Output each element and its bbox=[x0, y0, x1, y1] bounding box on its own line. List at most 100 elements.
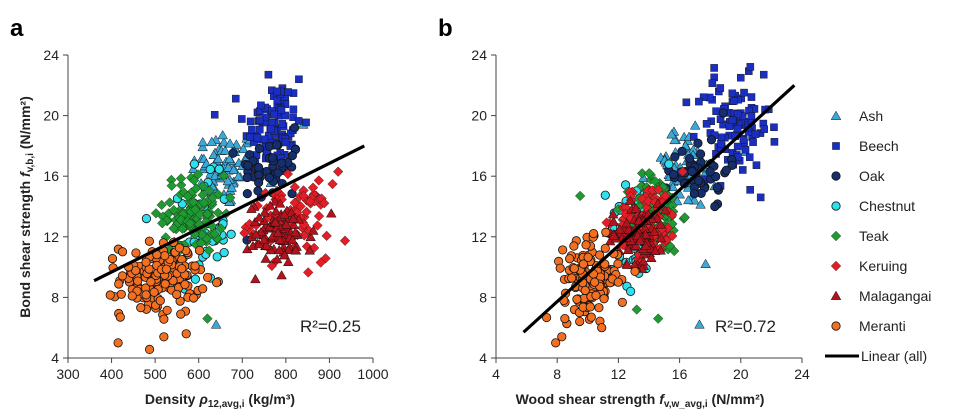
legend-label: Beech bbox=[859, 138, 899, 154]
panel-b-point-oak bbox=[670, 152, 680, 162]
panel-a-x-tick-label: 500 bbox=[143, 366, 167, 382]
panel-b-point-beech bbox=[730, 97, 738, 105]
panel-b-point-keruing bbox=[662, 222, 674, 234]
panel-a-point-teak bbox=[215, 223, 227, 234]
panel-a-point-malagangai bbox=[265, 244, 276, 255]
panel-a-point-teak bbox=[176, 179, 187, 191]
panel-a-point-ash bbox=[197, 141, 208, 152]
panel-a-point-oak bbox=[254, 177, 264, 188]
panel-b-point-malagangai bbox=[660, 205, 671, 215]
panel-a-point-meranti bbox=[107, 254, 118, 264]
panel-b-point-beech bbox=[740, 88, 748, 97]
panel-b-point-beech bbox=[733, 124, 742, 133]
panel-a-point-meranti bbox=[159, 332, 169, 342]
panel-a-point-malagangai bbox=[287, 213, 299, 223]
panel-b-point-malagangai bbox=[624, 195, 636, 205]
panel-a-point-oak bbox=[276, 158, 287, 168]
panel-a-point-teak bbox=[157, 218, 168, 229]
panel-b-point-teak bbox=[575, 190, 586, 202]
panel-b-point-malagangai bbox=[621, 259, 633, 269]
panel-a-point-ash bbox=[226, 182, 237, 192]
panel-b-point-malagangai bbox=[608, 216, 619, 226]
panel-a-point-meranti bbox=[149, 287, 159, 297]
panel-a-point-oak bbox=[242, 189, 252, 199]
panel-b-point-meranti bbox=[601, 227, 611, 237]
panel-a-point-malagangai bbox=[260, 253, 272, 263]
legend-item-linear-all: Linear (all) bbox=[825, 348, 927, 364]
panel-a-point-keruing bbox=[315, 257, 326, 268]
panel-b-point-oak bbox=[718, 108, 728, 118]
panel-b-point-keruing bbox=[653, 184, 664, 195]
panel-a-point-ash bbox=[219, 145, 231, 155]
panel-a-point-ash bbox=[222, 175, 234, 186]
panel-a-point-chestnut bbox=[226, 229, 236, 239]
panel-a-point-meranti bbox=[114, 279, 124, 289]
panel-b-x-tick-label: 12 bbox=[611, 366, 627, 382]
panel-a-point-meranti bbox=[116, 289, 126, 299]
panel-a-point-meranti bbox=[131, 248, 141, 258]
panel-a-point-ash bbox=[238, 143, 249, 154]
panel-b-point-oak bbox=[685, 153, 695, 164]
panel-a-point-beech bbox=[246, 133, 254, 141]
panel-a-point-oak bbox=[273, 168, 283, 178]
panel-b-point-oak bbox=[712, 183, 722, 193]
panel-b-point-teak bbox=[637, 168, 648, 179]
panel-b-point-beech bbox=[689, 132, 698, 141]
panel-b-point-meranti bbox=[580, 285, 590, 296]
panel-b-point-meranti bbox=[591, 290, 601, 301]
panel-a-point-meranti bbox=[144, 236, 154, 246]
panel-a-point-malagangai bbox=[279, 209, 290, 219]
panel-a-point-chestnut bbox=[190, 274, 200, 284]
panel-b-point-teak bbox=[653, 313, 664, 324]
panel-a-point-keruing bbox=[301, 206, 312, 217]
panel-a-y-tick-label: 16 bbox=[43, 168, 59, 184]
panel-a-point-keruing bbox=[289, 181, 300, 193]
panel-a-point-beech bbox=[255, 116, 264, 125]
legend-label: Oak bbox=[859, 168, 886, 184]
panel-b-point-malagangai bbox=[649, 226, 660, 236]
panel-a-point-meranti bbox=[190, 261, 200, 271]
panel-a-point-teak bbox=[204, 245, 215, 256]
panel-a-point-teak bbox=[218, 170, 229, 181]
legend-marker bbox=[830, 230, 842, 242]
panel-a-point-meranti bbox=[198, 284, 208, 294]
legend-item-meranti: Meranti bbox=[831, 318, 906, 334]
panel-a-point-ash bbox=[208, 149, 219, 160]
panel-b-point-meranti bbox=[565, 254, 575, 264]
panel-b-point-meranti bbox=[585, 302, 595, 312]
panel-b-point-chestnut bbox=[600, 190, 610, 200]
panel-b-point-meranti bbox=[551, 338, 561, 348]
panel-a-point-teak bbox=[202, 208, 213, 220]
panel-a-point-keruing bbox=[298, 190, 309, 202]
panel-a-point-teak bbox=[204, 185, 215, 196]
panel-b-point-oak bbox=[694, 176, 704, 186]
panel-a-point-teak bbox=[182, 191, 193, 202]
panel-a-point-chestnut bbox=[189, 159, 199, 169]
panel-a-point-meranti bbox=[133, 276, 143, 286]
panel-a-point-chestnut bbox=[212, 252, 222, 262]
panel-b-point-meranti bbox=[558, 245, 568, 255]
panel-b-point-beech bbox=[733, 142, 742, 151]
legend-item-oak: Oak bbox=[831, 168, 886, 184]
panel-a-point-teak bbox=[164, 197, 175, 208]
panel-a-point-malagangai bbox=[279, 250, 290, 260]
panel-b-point-meranti bbox=[617, 297, 627, 307]
panel-b-point-malagangai bbox=[649, 245, 661, 255]
panel-a: a 300 400 500 600 700 800 900 1000 4 8 12 16 20 24 R²… bbox=[10, 15, 389, 410]
panel-a-point-meranti bbox=[172, 289, 182, 300]
panel-a-point-beech bbox=[260, 135, 269, 144]
panel-a-point-malagangai bbox=[305, 231, 316, 242]
panel-a-point-ash bbox=[197, 136, 209, 147]
panel-b-point-teak bbox=[631, 304, 642, 315]
panel-a-point-ash bbox=[223, 162, 234, 172]
panel-a-point-teak bbox=[184, 218, 196, 229]
panel-b-point-malagangai bbox=[652, 198, 664, 208]
panel-a-point-keruing bbox=[239, 227, 250, 239]
panel-a-point-teak bbox=[175, 214, 187, 225]
panel-a-point-oak bbox=[287, 188, 297, 199]
panel-b-point-oak bbox=[710, 201, 720, 212]
panel-b-point-ash bbox=[669, 134, 680, 145]
panel-a-point-teak bbox=[191, 183, 202, 194]
panel-b-point-oak bbox=[687, 166, 697, 177]
panel-a-point-meranti bbox=[146, 277, 156, 287]
